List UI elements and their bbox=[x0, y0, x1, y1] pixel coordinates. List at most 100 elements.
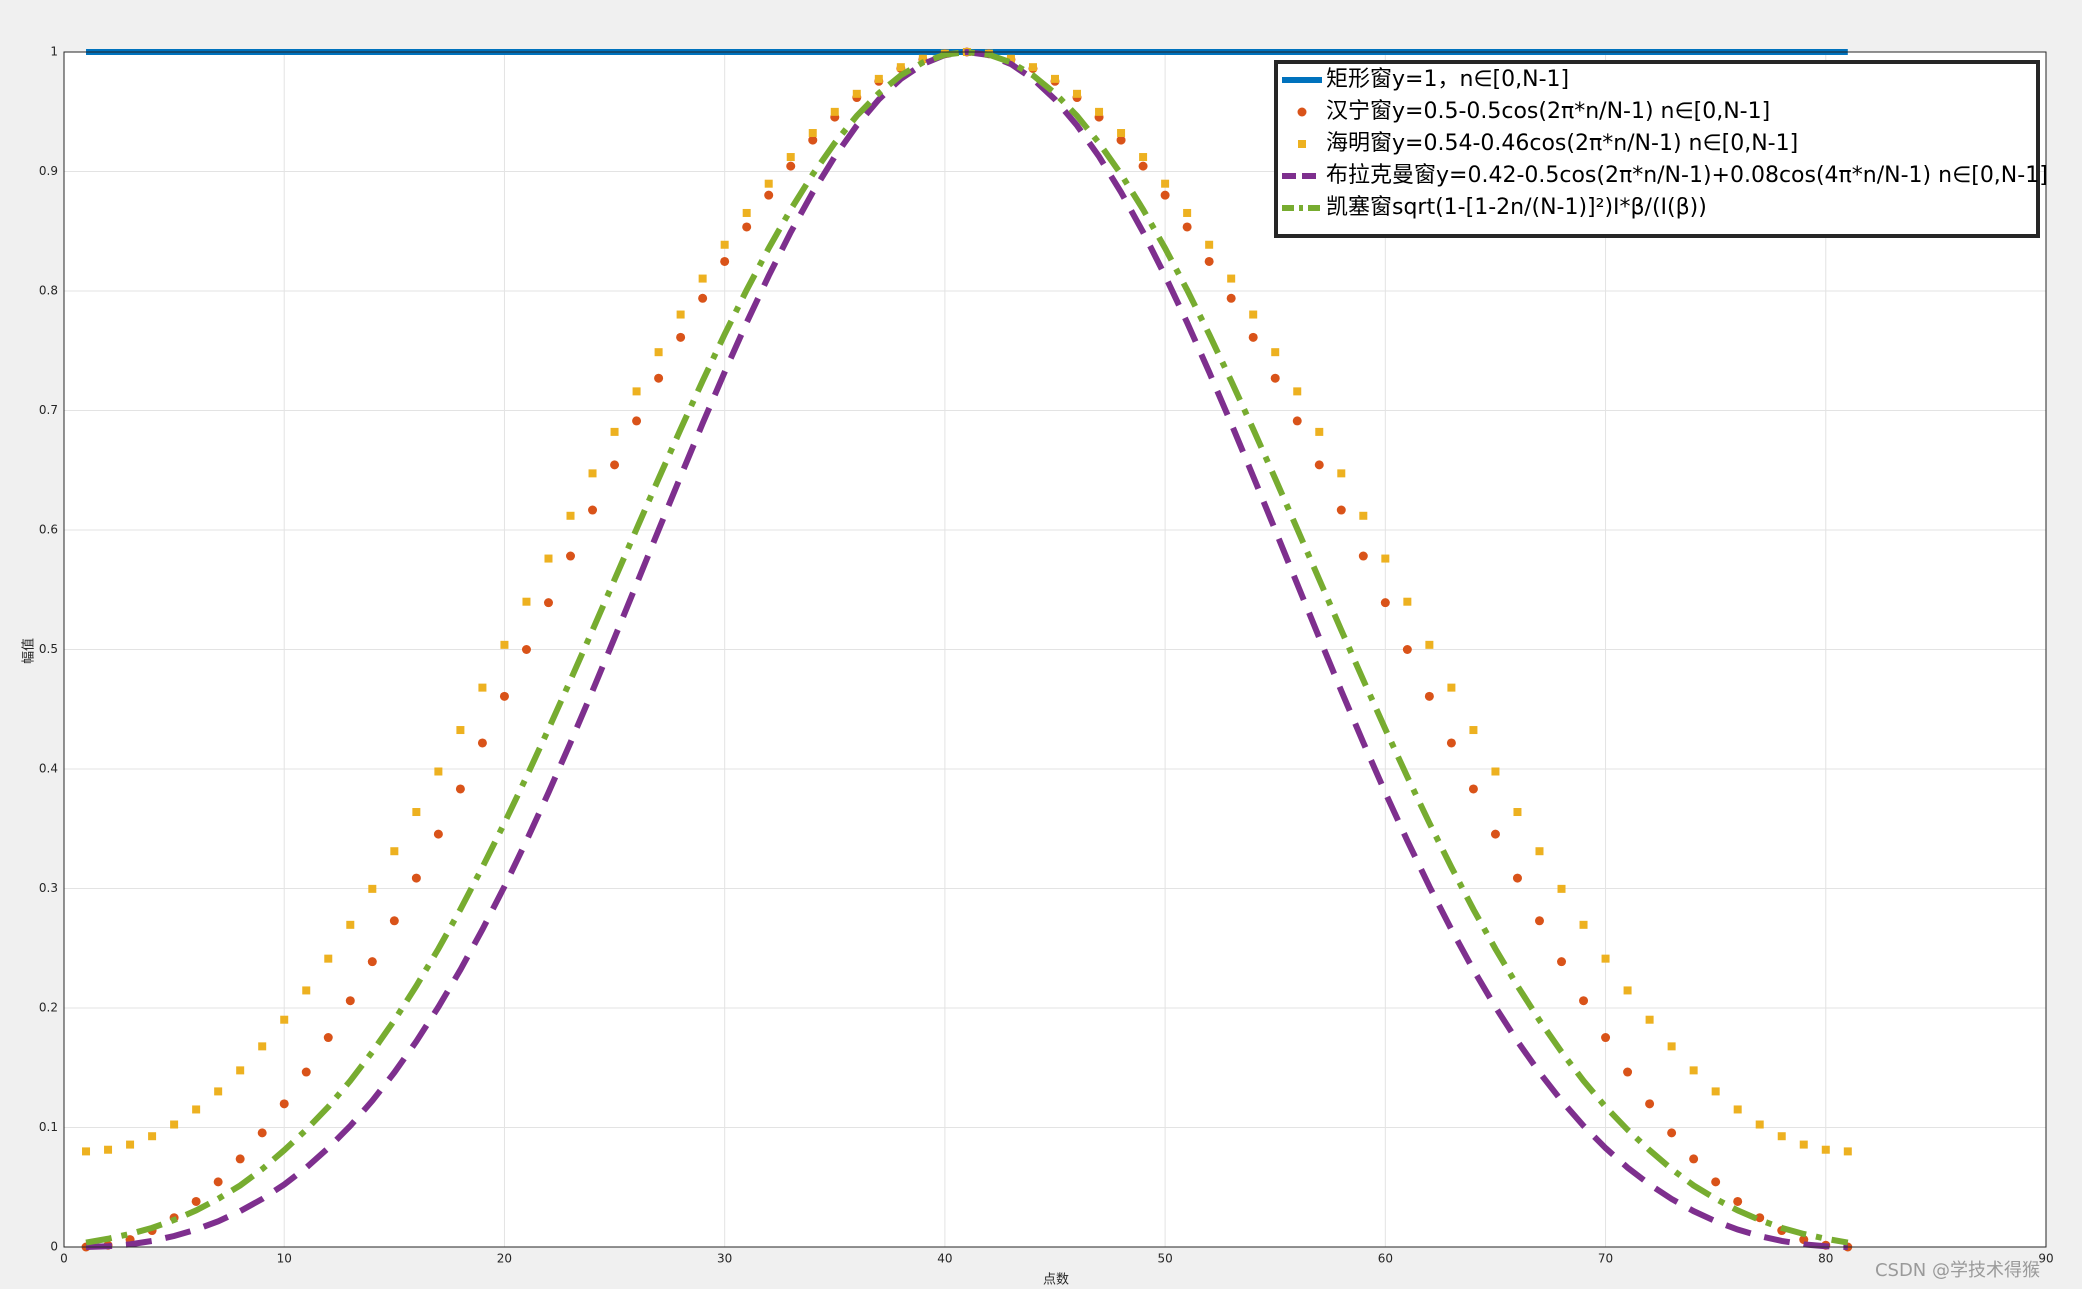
point-marker bbox=[1359, 511, 1368, 520]
point-marker bbox=[1425, 640, 1434, 649]
point-marker bbox=[478, 683, 487, 692]
point-marker bbox=[1358, 551, 1368, 561]
point-marker bbox=[1667, 1042, 1676, 1051]
point-marker bbox=[1689, 1066, 1698, 1075]
point-marker bbox=[236, 1066, 245, 1075]
point-marker bbox=[1733, 1105, 1742, 1114]
y-tick-label: 0.7 bbox=[39, 403, 58, 417]
point-marker bbox=[654, 348, 663, 357]
point-marker bbox=[786, 153, 795, 162]
point-marker bbox=[191, 1196, 201, 1206]
point-marker bbox=[1292, 416, 1302, 426]
y-tick-label: 0 bbox=[50, 1240, 58, 1254]
point-marker bbox=[1139, 153, 1148, 162]
point-marker bbox=[1161, 179, 1170, 188]
point-marker bbox=[1028, 63, 1037, 72]
point-marker bbox=[455, 784, 465, 794]
point-marker bbox=[1227, 274, 1236, 283]
point-marker bbox=[1689, 1154, 1699, 1164]
legend-label: 布拉克曼窗y=0.42-0.5cos(2π*n/N-1)+0.08cos(4π*… bbox=[1326, 163, 2048, 188]
point-marker bbox=[346, 920, 355, 929]
point-marker bbox=[1315, 427, 1324, 436]
x-tick-label: 70 bbox=[1598, 1252, 1613, 1266]
y-axis-label: 幅值 bbox=[21, 638, 37, 664]
x-tick-label: 30 bbox=[717, 1252, 732, 1266]
point-marker bbox=[1183, 208, 1192, 217]
legend-label: 汉宁窗y=0.5-0.5cos(2π*n/N-1) n∈[0,N-1] bbox=[1326, 99, 1770, 124]
point-marker bbox=[1248, 332, 1258, 342]
point-marker bbox=[588, 469, 597, 478]
point-marker bbox=[1711, 1177, 1721, 1187]
x-tick-label: 50 bbox=[1157, 1252, 1172, 1266]
point-marker bbox=[1160, 190, 1170, 200]
point-marker bbox=[1051, 74, 1059, 83]
point-marker bbox=[1249, 310, 1258, 319]
point-marker bbox=[808, 135, 818, 145]
point-marker bbox=[1645, 1015, 1654, 1024]
point-marker bbox=[433, 829, 443, 839]
point-marker bbox=[588, 505, 598, 515]
point-marker bbox=[1117, 129, 1126, 138]
point-marker bbox=[1314, 460, 1324, 470]
axes-box bbox=[63, 51, 2047, 1248]
point-marker bbox=[1711, 1087, 1720, 1096]
point-marker bbox=[1468, 784, 1478, 794]
x-tick-label: 40 bbox=[937, 1252, 952, 1266]
y-tick-label: 0.1 bbox=[39, 1120, 58, 1134]
point-marker bbox=[1182, 222, 1192, 232]
point-marker bbox=[698, 274, 707, 283]
legend-label: 凯塞窗sqrt(1-[1-2n/(N-1)]²)I*β/(I(β)) bbox=[1326, 195, 1707, 220]
point-marker bbox=[1138, 161, 1148, 171]
x-axis-label: 点数 bbox=[1043, 1273, 1069, 1288]
point-marker bbox=[1799, 1140, 1808, 1149]
point-marker bbox=[82, 1147, 91, 1156]
point-marker bbox=[1512, 873, 1522, 883]
legend-label: 海明窗y=0.54-0.46cos(2π*n/N-1) n∈[0,N-1] bbox=[1326, 131, 1798, 156]
point-marker bbox=[1006, 54, 1015, 63]
point-marker bbox=[323, 1033, 333, 1043]
point-marker bbox=[302, 986, 311, 995]
point-marker bbox=[1491, 767, 1500, 776]
point-marker bbox=[301, 1067, 311, 1077]
point-marker bbox=[434, 767, 443, 776]
ticks: 0 10 20 30 40 50 60 70 80 90 0 0.1 0.2 0.3 0.4 0.5 0.6 0.… bbox=[39, 45, 2054, 1266]
point-marker bbox=[543, 598, 553, 608]
point-marker bbox=[345, 996, 355, 1006]
legend-swatch bbox=[1297, 107, 1307, 117]
point-marker bbox=[1557, 884, 1566, 893]
legend-swatch bbox=[1298, 140, 1306, 148]
point-marker bbox=[1446, 738, 1456, 748]
point-marker bbox=[1535, 847, 1544, 856]
point-marker bbox=[1204, 256, 1214, 266]
point-marker bbox=[1777, 1132, 1786, 1141]
point-marker bbox=[1557, 957, 1567, 967]
point-marker bbox=[1205, 240, 1214, 249]
legend-box bbox=[1274, 60, 2040, 238]
point-marker bbox=[852, 89, 861, 98]
point-marker bbox=[521, 645, 531, 654]
point-marker bbox=[170, 1120, 179, 1129]
x-tick-label: 80 bbox=[1818, 1252, 1833, 1266]
point-marker bbox=[1337, 469, 1346, 478]
point-marker bbox=[918, 54, 927, 63]
point-marker bbox=[1403, 597, 1412, 606]
watermark: CSDN @学技术得猴 bbox=[1875, 1260, 2040, 1281]
point-marker bbox=[610, 427, 619, 436]
y-tick-label: 0.5 bbox=[39, 642, 58, 656]
point-marker bbox=[1447, 683, 1456, 692]
y-tick-label: 0.2 bbox=[39, 1001, 58, 1015]
point-marker bbox=[1623, 986, 1632, 995]
point-marker bbox=[742, 222, 752, 232]
point-marker bbox=[1733, 1196, 1743, 1206]
point-marker bbox=[566, 551, 576, 561]
point-marker bbox=[1469, 726, 1478, 735]
point-marker bbox=[1095, 107, 1104, 116]
point-marker bbox=[1645, 1099, 1655, 1109]
x-tick-label: 60 bbox=[1378, 1252, 1393, 1266]
point-marker bbox=[1490, 829, 1500, 839]
point-marker bbox=[896, 63, 905, 72]
point-marker bbox=[324, 954, 333, 963]
point-marker bbox=[1601, 1033, 1611, 1043]
y-tick-label: 0.8 bbox=[39, 284, 58, 298]
